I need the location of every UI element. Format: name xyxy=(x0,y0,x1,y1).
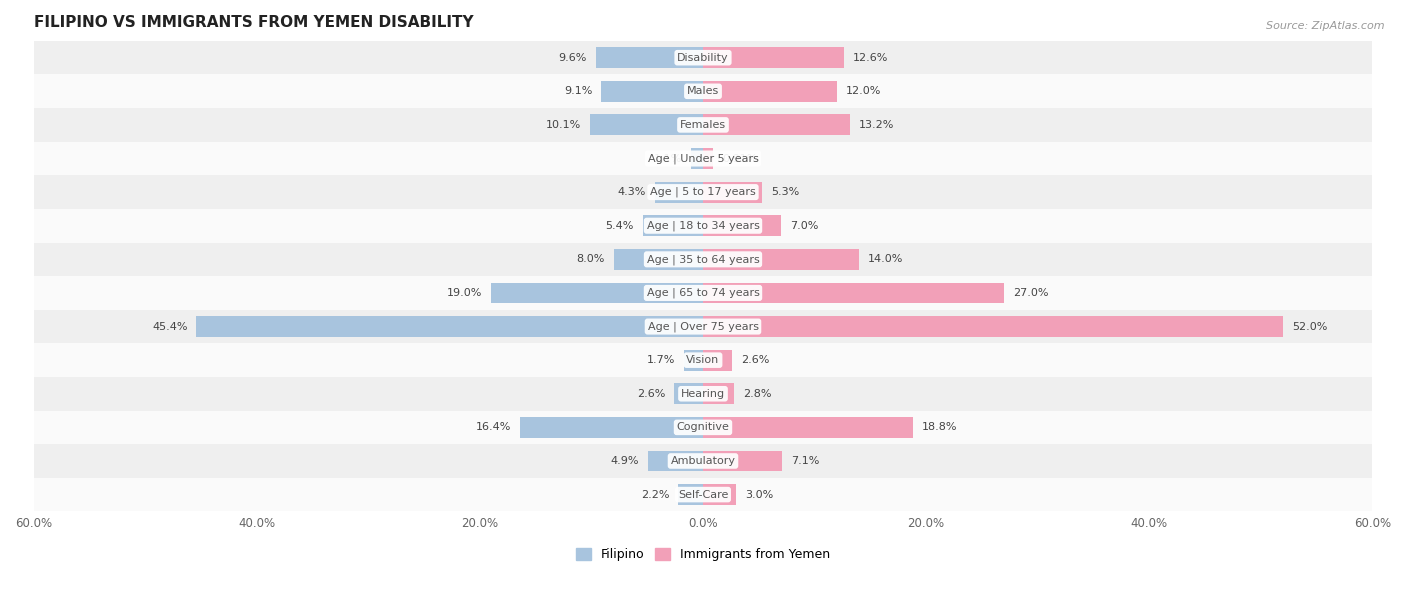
Text: 52.0%: 52.0% xyxy=(1292,321,1327,332)
Bar xyxy=(703,47,844,68)
Text: 10.1%: 10.1% xyxy=(546,120,582,130)
Bar xyxy=(614,249,703,270)
Bar xyxy=(34,142,1372,175)
Bar xyxy=(703,283,1004,304)
Bar xyxy=(591,114,703,135)
Text: 14.0%: 14.0% xyxy=(868,255,904,264)
Bar xyxy=(679,484,703,505)
Bar xyxy=(197,316,703,337)
Bar xyxy=(34,411,1372,444)
Text: Vision: Vision xyxy=(686,355,720,365)
Text: Age | 5 to 17 years: Age | 5 to 17 years xyxy=(650,187,756,198)
Text: Males: Males xyxy=(688,86,718,96)
Text: Age | 65 to 74 years: Age | 65 to 74 years xyxy=(647,288,759,298)
Bar xyxy=(703,417,912,438)
Text: 7.0%: 7.0% xyxy=(790,221,818,231)
Text: 9.6%: 9.6% xyxy=(558,53,586,62)
Bar xyxy=(703,484,737,505)
Bar xyxy=(655,182,703,203)
Text: 1.7%: 1.7% xyxy=(647,355,675,365)
Bar xyxy=(34,41,1372,75)
Text: 2.6%: 2.6% xyxy=(741,355,769,365)
Text: 2.6%: 2.6% xyxy=(637,389,665,399)
Text: Cognitive: Cognitive xyxy=(676,422,730,432)
Bar xyxy=(703,148,713,169)
Bar xyxy=(34,75,1372,108)
Bar xyxy=(685,349,703,371)
Bar xyxy=(703,316,1284,337)
Text: 4.9%: 4.9% xyxy=(610,456,640,466)
Bar xyxy=(673,383,703,404)
Text: Age | Over 75 years: Age | Over 75 years xyxy=(648,321,758,332)
Bar xyxy=(703,114,851,135)
Bar xyxy=(703,182,762,203)
Text: 3.0%: 3.0% xyxy=(745,490,773,499)
Text: Hearing: Hearing xyxy=(681,389,725,399)
Text: Age | Under 5 years: Age | Under 5 years xyxy=(648,153,758,164)
Bar xyxy=(34,310,1372,343)
Bar xyxy=(491,283,703,304)
Bar xyxy=(34,343,1372,377)
Bar xyxy=(520,417,703,438)
Text: 45.4%: 45.4% xyxy=(152,321,187,332)
Text: Disability: Disability xyxy=(678,53,728,62)
Text: 18.8%: 18.8% xyxy=(922,422,957,432)
Text: Age | 18 to 34 years: Age | 18 to 34 years xyxy=(647,220,759,231)
Text: FILIPINO VS IMMIGRANTS FROM YEMEN DISABILITY: FILIPINO VS IMMIGRANTS FROM YEMEN DISABI… xyxy=(34,15,474,30)
Legend: Filipino, Immigrants from Yemen: Filipino, Immigrants from Yemen xyxy=(571,543,835,566)
Text: Ambulatory: Ambulatory xyxy=(671,456,735,466)
Text: 1.1%: 1.1% xyxy=(654,154,682,163)
Bar xyxy=(34,377,1372,411)
Text: 8.0%: 8.0% xyxy=(576,255,605,264)
Bar xyxy=(703,450,782,471)
Text: 16.4%: 16.4% xyxy=(475,422,512,432)
Bar xyxy=(34,242,1372,276)
Text: 7.1%: 7.1% xyxy=(792,456,820,466)
Text: 9.1%: 9.1% xyxy=(564,86,592,96)
Bar xyxy=(34,108,1372,142)
Bar xyxy=(703,215,782,236)
Bar xyxy=(34,209,1372,242)
Bar xyxy=(703,81,837,102)
Bar xyxy=(643,215,703,236)
Text: 12.6%: 12.6% xyxy=(852,53,887,62)
Bar xyxy=(690,148,703,169)
Bar xyxy=(648,450,703,471)
Bar xyxy=(596,47,703,68)
Text: 5.3%: 5.3% xyxy=(770,187,799,197)
Text: 19.0%: 19.0% xyxy=(447,288,482,298)
Bar xyxy=(602,81,703,102)
Text: Females: Females xyxy=(681,120,725,130)
Bar xyxy=(34,478,1372,512)
Bar xyxy=(34,444,1372,478)
Bar xyxy=(703,383,734,404)
Text: Self-Care: Self-Care xyxy=(678,490,728,499)
Bar xyxy=(34,276,1372,310)
Text: 2.2%: 2.2% xyxy=(641,490,669,499)
Bar xyxy=(703,249,859,270)
Text: 13.2%: 13.2% xyxy=(859,120,894,130)
Text: 4.3%: 4.3% xyxy=(617,187,647,197)
Text: 12.0%: 12.0% xyxy=(846,86,882,96)
Text: 2.8%: 2.8% xyxy=(744,389,772,399)
Text: 27.0%: 27.0% xyxy=(1014,288,1049,298)
Text: 0.91%: 0.91% xyxy=(723,154,758,163)
Bar xyxy=(703,349,733,371)
Text: 5.4%: 5.4% xyxy=(606,221,634,231)
Text: Age | 35 to 64 years: Age | 35 to 64 years xyxy=(647,254,759,264)
Text: Source: ZipAtlas.com: Source: ZipAtlas.com xyxy=(1267,21,1385,31)
Bar xyxy=(34,175,1372,209)
